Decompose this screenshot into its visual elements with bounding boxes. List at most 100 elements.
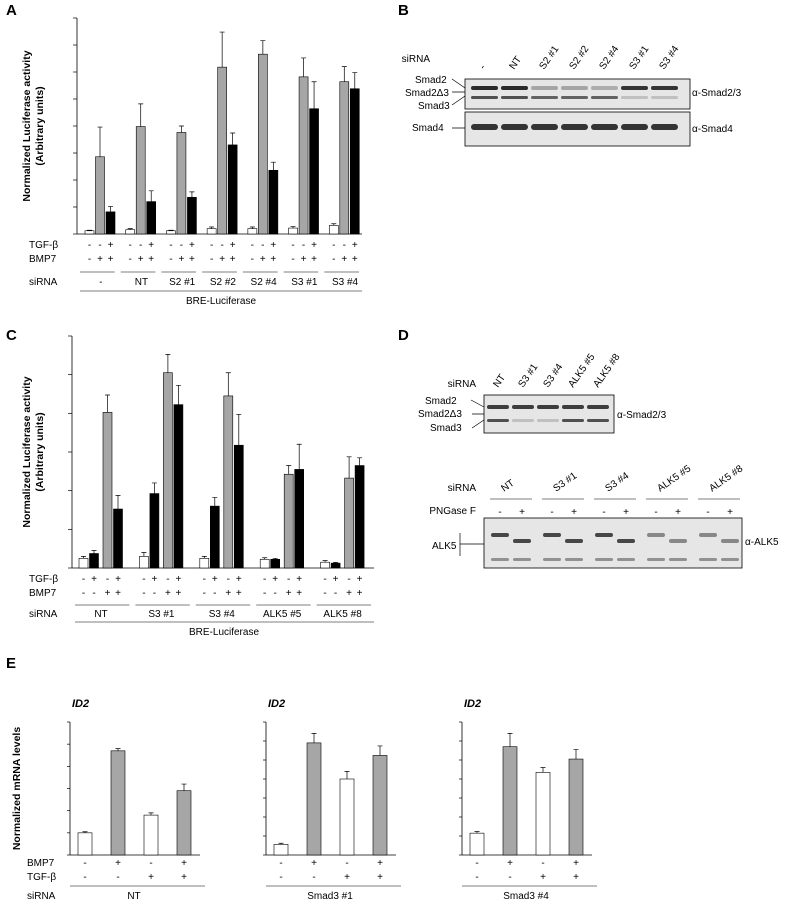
chart-c-bar [78,558,89,569]
chart-a-error-bar [352,72,358,89]
chart-a-bar [135,126,146,235]
blot-b-band-smad3 [471,96,498,99]
chart-e3-title: ID2 [464,698,481,710]
blot-b-lane-label: S3 #4 [657,44,681,72]
chart-e1-bar [143,814,159,856]
panel-letter-d: D [398,327,409,344]
blot-d-top-membrane [483,394,615,434]
blot-d-top-band-smad3 [562,419,584,422]
chart-c-bar [234,444,244,569]
chart-c-error-bar [105,394,110,413]
chart-c-error-bar [225,372,231,396]
chart-e2-treatment-sign: - [279,872,282,883]
chart-c-treatment-sign: + [272,574,278,585]
chart-a-treatment-sign: - [251,254,254,265]
blot-b-label-smad4: Smad4 [412,123,444,134]
chart-e3-bar [502,746,518,856]
chart-c-treatment-sign: - [274,588,277,599]
blot-d-bottom-band-lower [617,558,635,561]
blot-d-top-band-smad2 [512,405,534,409]
chart-a-bar [95,156,105,235]
chart-c-error-bar [201,556,207,559]
chart-e1-error-bar [148,812,154,816]
chart-c-group-label: S3 #4 [209,609,236,620]
chart-c-treatment-sign: - [287,574,290,585]
chart-e2-title: ID2 [268,698,285,710]
chart-a-group-label: NT [135,277,148,288]
chart-a-error-bar [260,40,266,55]
chart-c-treatment-sign: - [203,588,206,599]
blot-d-top-antibody: α-Smad2/3 [617,410,667,421]
chart-c-bar [199,558,210,569]
chart-a-group-label: - [99,277,102,288]
chart-c-treatment-sign: - [203,574,206,585]
blot-d-bottom-band-lower [491,558,509,561]
blot-d-bottom-pngase-sign: - [602,507,605,518]
chart-a-error-bar [168,229,174,231]
chart-a-error-bar [148,190,154,202]
chart-a-bar [206,228,217,235]
chart-e1-treatment-sign: - [83,872,86,883]
chart-a-treatment-sign: + [352,240,358,251]
chart-c-y-axis-label-line: Normalized Luciferase activity [21,376,33,527]
chart-c-error-bar [115,495,121,510]
chart-e2-treatment-sign: - [279,858,282,869]
chart-e2-bar [306,742,322,856]
chart-e3-treatment-sign: - [541,858,544,869]
chart-c-error-bar [286,465,292,475]
chart-a-treatment-sign: - [210,254,213,265]
chart-e2-bar [372,755,388,856]
blot-b-band-smad3 [501,96,528,99]
blot-d-bottom-pngase-sign: + [571,507,577,518]
chart-c-bar [330,562,341,569]
chart-a-y-axis-label: Normalized Luciferase activity(Arbitrary… [21,50,46,201]
chart-c-treatment-sign: - [334,588,337,599]
chart-c-treatment-sign: + [175,574,181,585]
blot-d-bottom-pngase-sign: + [519,507,525,518]
chart-e3-bar [568,758,584,856]
chart-c-bar [173,404,184,569]
chart-c-treatment-sign: + [296,574,302,585]
chart-c-treatment-sign: + [225,588,231,599]
chart-a-treatment-sign: + [311,240,317,251]
chart-c-error-bar [165,354,171,373]
blot-d-bottom-band-alk5 [699,533,717,537]
chart-a-treatment-sign: + [301,254,307,265]
chart-a-sirna-label: siRNA [29,277,58,288]
chart-e2-error-bar [344,771,350,779]
blot-d-top-lane-label: ALK5 #8 [591,352,622,390]
chart-a-treatment-sign: - [343,240,346,251]
chart-c-group-label: NT [94,609,107,620]
chart-e1-treatment-sign: + [115,858,121,869]
chart-c-treatment-sign: - [166,574,169,585]
blot-b-band-smad4 [651,124,678,130]
chart-c-treatment-sign: - [92,588,95,599]
chart-c-error-bar [333,562,339,564]
chart-a-bar [268,169,279,235]
chart-e-row-label: TGF-β [27,872,56,883]
chart-a-error-bar [97,126,103,157]
blot-d-top-band-smad2 [562,405,584,409]
blot-b-band-smad4 [501,124,528,130]
chart-a-treatment-sign: + [189,254,195,265]
panel-letter-b: B [398,2,409,19]
blot-d-bottom-group-label: S3 #4 [603,470,631,494]
blot-d-top-band-smad3 [487,419,509,422]
chart-a-error-bar [127,228,133,230]
blot-d-bottom-band-lower [669,558,687,561]
blot-d-bottom-pngase-sign: - [498,507,501,518]
blot-d-top-band-smad3 [537,419,559,422]
chart-a-bar [105,211,116,235]
blot-d-top-band-smad3 [512,419,534,422]
chart-c-bar [270,558,281,569]
blot-d-bottom-band-lower [543,558,561,561]
chart-c-error-bar [357,457,363,466]
chart-a-footer: BRE-Luciferase [186,296,256,307]
chart-a-treatment-sign: + [260,254,266,265]
chart-e1-bar [110,750,126,856]
chart-e3-error-bar [540,767,546,773]
blot-b-band-smad3 [621,96,648,99]
chart-e1-bar [77,832,93,856]
chart-a-treatment-sign: - [210,240,213,251]
blot-d-top-label-smad3: Smad3 [430,423,462,434]
